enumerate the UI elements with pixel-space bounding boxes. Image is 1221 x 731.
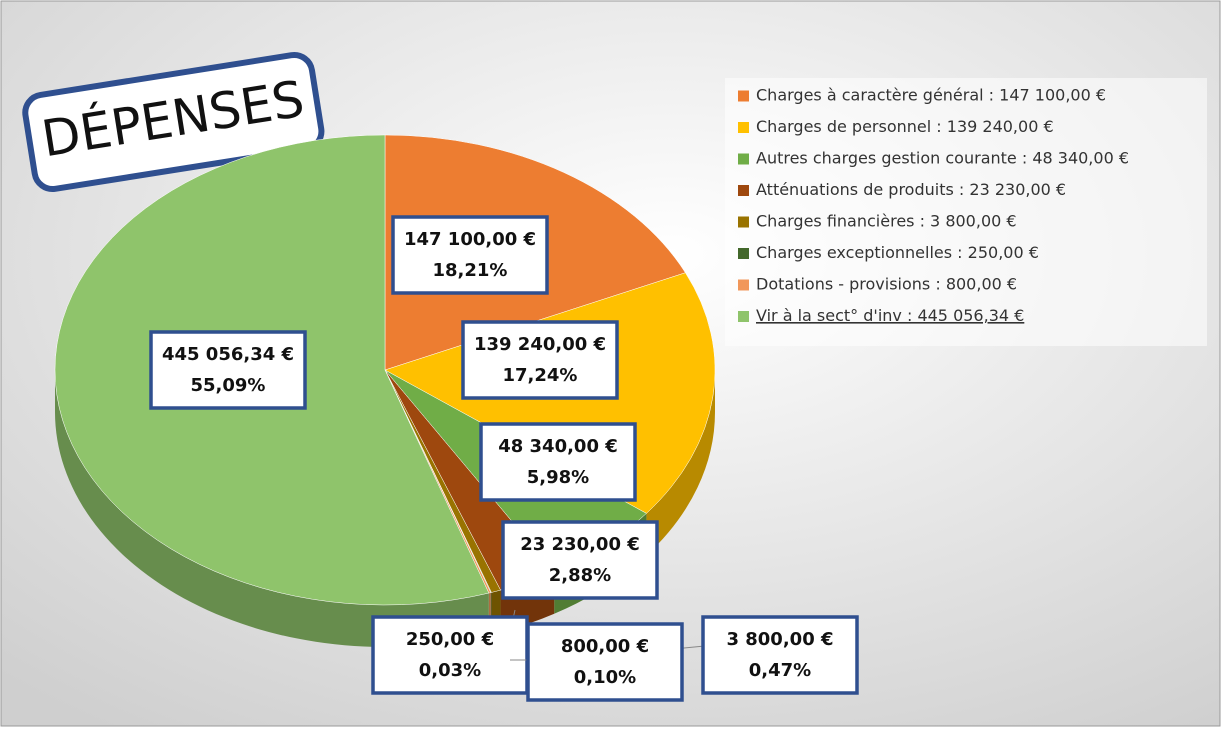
legend-swatch — [738, 153, 749, 165]
percent-label: 5,98% — [527, 467, 589, 488]
label-box — [461, 320, 619, 400]
legend-entry: Vir à la sect° d'inv : 445 056,34 € — [756, 306, 1024, 325]
value-label: 23 230,00 € — [520, 534, 640, 555]
legend-entry: Dotations - provisions : 800,00 € — [756, 275, 1017, 294]
legend-swatch — [738, 248, 749, 259]
percent-label: 2,88% — [549, 565, 611, 586]
legend-swatch — [738, 311, 749, 322]
legend-swatch — [738, 185, 749, 196]
percent-label: 17,24% — [503, 365, 578, 386]
value-label: 3 800,00 € — [726, 629, 833, 650]
legend-swatch — [738, 279, 749, 291]
legend-box — [725, 78, 1207, 346]
value-label: 445 056,34 € — [162, 344, 294, 365]
percent-label: 0,10% — [574, 667, 636, 688]
label-box — [479, 422, 637, 502]
label-box — [526, 622, 684, 702]
legend-swatch — [738, 122, 749, 133]
value-label: 250,00 € — [406, 629, 494, 650]
label-box — [391, 215, 549, 295]
label-box — [501, 520, 659, 600]
value-label: 139 240,00 € — [474, 334, 606, 355]
slice-side — [55, 370, 489, 648]
legend-swatch — [738, 216, 749, 228]
percent-label: 0,03% — [419, 660, 481, 681]
legend-entry: Atténuations de produits : 23 230,00 € — [756, 180, 1066, 199]
legend-entry: Charges financières : 3 800,00 € — [756, 212, 1017, 231]
label-box — [149, 330, 307, 410]
percent-label: 18,21% — [433, 260, 508, 281]
value-label: 48 340,00 € — [498, 436, 618, 457]
value-label: 800,00 € — [561, 636, 649, 657]
legend-entry: Charges exceptionnelles : 250,00 € — [756, 243, 1039, 262]
percent-label: 0,47% — [749, 660, 811, 681]
legend-entry: Charges à caractère général : 147 100,00… — [756, 86, 1106, 105]
legend-swatch — [738, 90, 749, 102]
title-frame — [22, 51, 325, 193]
slice-side — [646, 370, 715, 556]
legend-entry: Charges de personnel : 139 240,00 € — [756, 117, 1054, 136]
percent-label: 55,09% — [191, 375, 266, 396]
value-label: 147 100,00 € — [404, 229, 536, 250]
legend-entry: Autres charges gestion courante : 48 340… — [756, 149, 1129, 168]
label-box — [701, 615, 859, 695]
